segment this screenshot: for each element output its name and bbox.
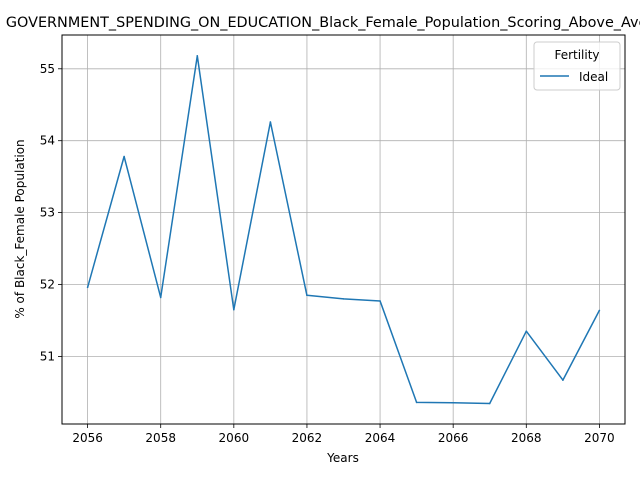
data-point <box>452 401 454 404</box>
data-point <box>86 286 89 289</box>
y-tick-label: 52 <box>40 278 55 292</box>
legend-box <box>533 41 621 91</box>
data-point <box>196 55 199 57</box>
x-tick-label: 2068 <box>511 431 542 445</box>
legend: Fertility Ideal <box>533 41 621 91</box>
grid <box>62 35 625 424</box>
data-point <box>269 121 272 123</box>
x-tick-label: 2062 <box>292 431 323 445</box>
x-tick-label: 2058 <box>145 431 176 445</box>
data-point <box>159 296 162 299</box>
data-point <box>342 298 345 300</box>
series-layer <box>86 55 601 405</box>
data-point <box>379 300 381 302</box>
y-tick-label: 53 <box>40 206 55 220</box>
x-tick-label: 2056 <box>72 431 103 445</box>
legend-title: Fertility <box>554 48 599 62</box>
x-axis-label: Years <box>326 451 359 465</box>
y-tick-label: 55 <box>40 62 55 76</box>
x-tick-label: 2064 <box>365 431 396 445</box>
data-point <box>598 309 601 312</box>
data-point <box>525 330 528 333</box>
plot-frame <box>61 34 626 425</box>
data-point <box>233 308 235 311</box>
data-point <box>488 402 491 405</box>
axis-ticks: 2056 2058 2060 2062 2064 2066 2068 2070 51 52 53 54… <box>40 62 615 445</box>
chart-title: GOVERNMENT_SPENDING_ON_EDUCATION_Black_F… <box>6 15 640 31</box>
data-point <box>562 379 564 381</box>
data-point <box>415 401 418 404</box>
y-tick-label: 51 <box>40 349 55 363</box>
data-point <box>306 294 308 297</box>
data-point <box>123 155 125 158</box>
y-tick-label: 54 <box>40 134 55 148</box>
x-tick-label: 2066 <box>438 431 469 445</box>
x-tick-label: 2060 <box>219 431 250 445</box>
y-axis-label: % of Black_Female Population <box>13 139 27 318</box>
legend-label-ideal: Ideal <box>579 70 608 84</box>
x-tick-label: 2070 <box>584 431 615 445</box>
